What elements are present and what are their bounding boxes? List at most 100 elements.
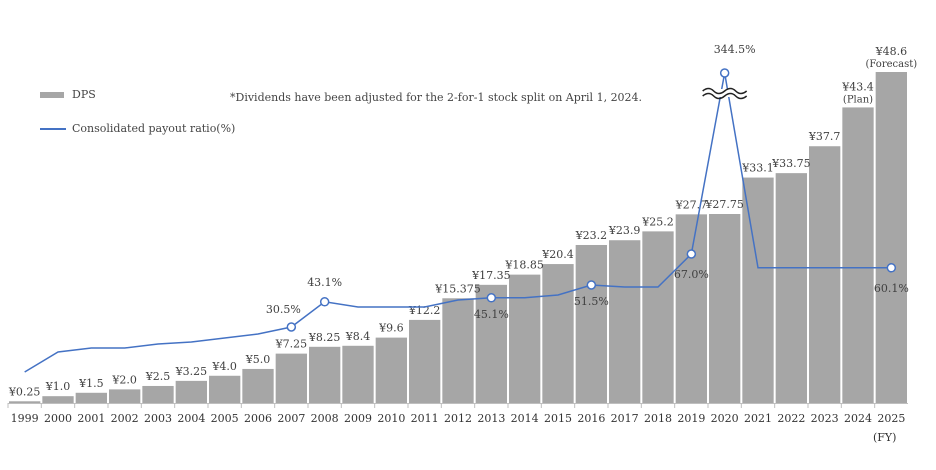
x-tick-label-2004: 2004 [177, 412, 205, 425]
x-tick-label-2019: 2019 [677, 412, 705, 425]
dps-label-2007: ¥7.25 [275, 338, 308, 351]
x-tick-label-2020: 2020 [711, 412, 739, 425]
ratio-point-2013 [486, 293, 497, 303]
x-tick-label-2017: 2017 [611, 412, 639, 425]
dps-label-2016: ¥23.2 [575, 229, 608, 242]
x-tick-label-2010: 2010 [377, 412, 405, 425]
x-tick-label-1999: 1999 [11, 412, 39, 425]
dps-bar-2019 [675, 214, 707, 403]
dps-label-2008: ¥8.25 [308, 331, 341, 344]
ratio-label-2008: 43.1% [307, 276, 342, 289]
dps-bar-2022 [775, 173, 807, 403]
dps-bar-2020 [709, 214, 741, 403]
dps-bar-2004 [175, 380, 207, 403]
axis-break-gap [702, 89, 747, 97]
dps-bar-2002 [109, 389, 141, 403]
x-tick-label-2023: 2023 [811, 412, 839, 425]
payout-ratio-line [24, 68, 897, 373]
dps-bar-2017 [609, 240, 641, 403]
dps-bar-2014 [509, 274, 541, 403]
dps-label-2010: ¥9.6 [378, 322, 404, 335]
dps-bar-2008 [309, 346, 341, 403]
legend-ratio-label: Consolidated payout ratio(%) [72, 122, 236, 135]
axis-break-wave-bottom [702, 92, 748, 100]
dps-bar-2006 [242, 368, 274, 403]
x-axis [7, 403, 908, 408]
dps-label-2011: ¥12.2 [408, 304, 441, 317]
axis-break-wave-top [702, 87, 748, 95]
dps-label-2003: ¥2.5 [145, 370, 171, 383]
legend-ratio-swatch [40, 127, 66, 130]
dps-value-labels: ¥0.25 ¥1.0 ¥1.5 ¥2.0 ¥2.5 ¥3.25 ¥4.0¥5.0¥7.25¥… [8, 45, 917, 398]
dps-label-2017: ¥23.9 [608, 224, 641, 237]
dps-label-2019: ¥27.7 [675, 198, 708, 211]
x-tick-label-2013: 2013 [477, 412, 505, 425]
ratio-label-2019: 67.0% [674, 268, 709, 281]
ratio-point-2008 [319, 297, 330, 307]
legend-payout-ratio: Consolidated payout ratio(%) [40, 122, 235, 135]
dps-bar-2011 [409, 319, 441, 403]
dps-label-2012: ¥15.375 [434, 282, 481, 295]
dps-bar-2003 [142, 385, 174, 403]
ratio-point-2020 [719, 68, 730, 78]
x-tick-label-2025: 2025 [877, 412, 905, 425]
x-tick-label-2022: 2022 [777, 412, 805, 425]
ratio-label-2016: 51.5% [574, 295, 609, 308]
dps-bar-2007 [275, 353, 307, 403]
dps-label-2020: ¥27.75 [704, 198, 744, 211]
dps-label-2022: ¥33.75 [771, 157, 811, 170]
dps-label-2000: ¥1.0 [45, 380, 71, 393]
dps-bar-2005 [209, 375, 241, 403]
legend-dps-swatch [40, 91, 64, 98]
x-tick-label-2006: 2006 [244, 412, 272, 425]
dps-label-2013: ¥17.35 [471, 269, 511, 282]
dps-label-2004: ¥3.25 [175, 365, 208, 378]
dps-label-2023: ¥37.7 [808, 130, 841, 143]
x-tick-label-2009: 2009 [344, 412, 372, 425]
split-adjustment-note: *Dividends have been adjusted for the 2-… [230, 91, 643, 104]
x-tick-label-2003: 2003 [144, 412, 172, 425]
legend-dps: DPS [40, 88, 96, 101]
x-tick-label-2015: 2015 [544, 412, 572, 425]
x-tick-label-2000: 2000 [44, 412, 72, 425]
x-tick-label-2005: 2005 [211, 412, 239, 425]
dps-label-2002: ¥2.0 [111, 373, 137, 386]
legend-dps-label: DPS [72, 88, 96, 101]
ratio-label-2020: 344.5% [714, 43, 756, 56]
x-tick-labels: 1999 2000 2001 2002 2003 2004 2005 2006 2007 2008… [11, 412, 906, 425]
x-tick-label-2018: 2018 [644, 412, 672, 425]
dps-label-2001: ¥1.5 [78, 377, 104, 390]
x-tick-label-2001: 2001 [77, 412, 105, 425]
dps-label-2014: ¥18.85 [504, 259, 544, 272]
x-tick-label-2007: 2007 [277, 412, 305, 425]
ratio-label-2007: 30.5% [266, 303, 301, 316]
dps-sublabel-2024: (Plan) [843, 94, 873, 105]
dps-label-2025: ¥48.6 [875, 45, 908, 58]
ratio-point-2007 [286, 322, 297, 332]
dps-label-2024: ¥43.4 [841, 80, 874, 93]
x-tick-label-2011: 2011 [411, 412, 439, 425]
dps-bar-1999 [9, 401, 41, 403]
dps-label-2006: ¥5.0 [245, 353, 271, 366]
x-tick-label-2021: 2021 [744, 412, 772, 425]
ratio-label-2025: 60.1% [874, 282, 909, 295]
dps-bar-2009 [342, 345, 374, 403]
dps-bar-2013 [475, 284, 507, 403]
dps-bar-2012 [442, 298, 474, 403]
ratio-label-2013: 45.1% [474, 308, 509, 321]
x-tick-label-2012: 2012 [444, 412, 472, 425]
dps-label-2021: ¥33.1 [741, 162, 774, 175]
dps-label-2005: ¥4.0 [211, 360, 237, 373]
x-tick-label-2024: 2024 [844, 412, 872, 425]
fiscal-year-label: (FY) [873, 431, 897, 444]
x-tick-label-2016: 2016 [577, 412, 605, 425]
dps-label-2015: ¥20.4 [541, 248, 574, 261]
x-tick-label-2014: 2014 [511, 412, 539, 425]
dps-bar-2023 [809, 146, 841, 403]
ratio-point-2016 [586, 280, 597, 290]
dps-bar-2015 [542, 264, 574, 403]
dps-bar-2025 [875, 72, 907, 403]
dps-label-2018: ¥25.2 [641, 215, 674, 228]
dps-bar-2016 [575, 244, 607, 403]
